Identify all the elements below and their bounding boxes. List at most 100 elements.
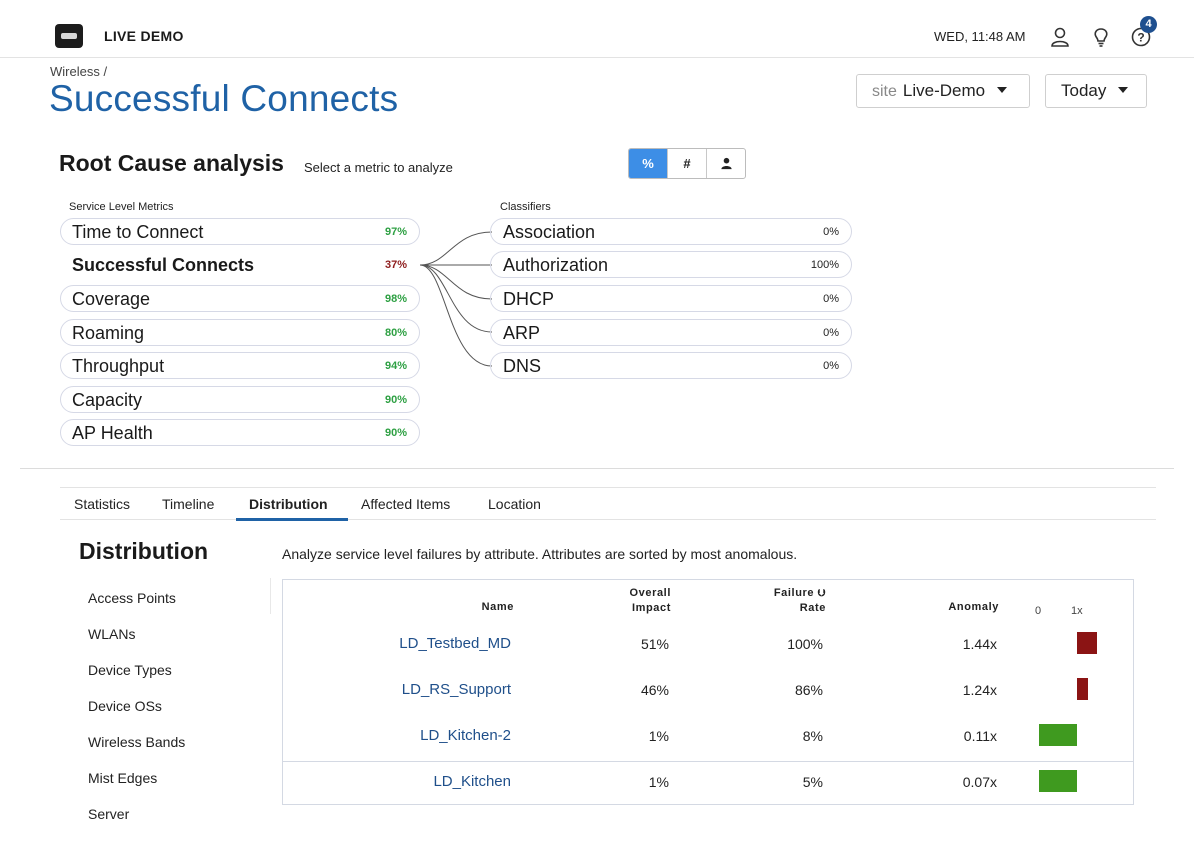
notification-badge[interactable]: 4	[1140, 16, 1157, 33]
root-cause-subtitle: Select a metric to analyze	[304, 160, 453, 175]
classifier-association[interactable]: Association 0%	[490, 218, 852, 245]
row-anomaly: 1.24x	[962, 682, 997, 698]
row-anomaly: 1.44x	[962, 636, 997, 652]
metric-capacity[interactable]: Capacity 90%	[60, 386, 420, 413]
metric-label: Roaming	[72, 323, 145, 343]
user-icon[interactable]	[1049, 26, 1071, 48]
detail-tabs: Statistics Timeline Distribution Affecte…	[60, 487, 1156, 521]
row-impact: 51%	[640, 636, 669, 652]
metric-unit-toggle: % #	[628, 148, 746, 179]
user-count-toggle[interactable]	[706, 149, 745, 178]
column-header-failure-line2: Rate	[799, 602, 826, 614]
anomaly-bar	[1077, 678, 1088, 700]
classifier-dns[interactable]: DNS 0%	[490, 352, 852, 379]
classifier-value: 0%	[823, 293, 839, 305]
top-bar: LIVE DEMO WED, 11:48 AM ? 4	[0, 0, 1194, 58]
classifier-dhcp[interactable]: DHCP 0%	[490, 285, 852, 312]
metric-value: 90%	[384, 394, 407, 406]
tab-timeline[interactable]: Timeline	[162, 496, 215, 512]
metric-successful-connects[interactable]: Successful Connects 37%	[60, 251, 420, 278]
date-range-dropdown[interactable]: Today	[1045, 74, 1147, 108]
sort-descending-icon: ⮋	[817, 588, 826, 599]
row-name-link[interactable]: LD_Kitchen-2	[420, 727, 511, 744]
user-icon	[720, 157, 732, 169]
active-tab-indicator	[236, 518, 348, 521]
attribute-mist-edges[interactable]: Mist Edges	[88, 770, 158, 786]
caret-down-icon	[1118, 86, 1129, 93]
column-header-impact-line1: Overall	[629, 587, 671, 599]
row-anomaly: 0.11x	[963, 728, 997, 744]
distribution-subtitle: Analyze service level failures by attrib…	[282, 546, 798, 562]
tab-location[interactable]: Location	[488, 496, 541, 512]
metric-ap-health[interactable]: AP Health 90%	[60, 419, 420, 446]
attribute-list-scroll-edge	[270, 578, 271, 614]
column-header-name[interactable]: Name	[481, 601, 514, 613]
anomaly-bar	[1039, 770, 1077, 792]
row-failure-rate: 8%	[802, 728, 823, 744]
distribution-table: Name Overall Impact Failure ⮋ Rate Anoma…	[282, 579, 1134, 805]
classifier-label: DNS	[503, 356, 542, 376]
classifier-authorization[interactable]: Authorization 100%	[490, 251, 852, 278]
metric-value: 97%	[384, 226, 407, 238]
row-impact: 1%	[648, 728, 669, 744]
org-name: LIVE DEMO	[104, 28, 184, 44]
attribute-device-oss[interactable]: Device OSs	[88, 698, 162, 714]
site-dropdown-prefix: site	[872, 83, 897, 100]
site-dropdown[interactable]: site Live-Demo	[856, 74, 1030, 108]
metric-value: 90%	[384, 427, 407, 439]
attribute-server[interactable]: Server	[88, 806, 130, 822]
metric-label: Time to Connect	[72, 222, 204, 242]
classifier-label: Authorization	[503, 255, 609, 275]
row-name-link[interactable]: LD_RS_Support	[401, 681, 511, 698]
anomaly-bar	[1077, 632, 1097, 654]
row-anomaly: 0.07x	[962, 774, 997, 790]
anomaly-scale-max: 1x	[1071, 605, 1083, 617]
classifier-arp[interactable]: ARP 0%	[490, 319, 852, 346]
metric-roaming[interactable]: Roaming 80%	[60, 319, 420, 346]
tab-distribution[interactable]: Distribution	[249, 496, 328, 512]
row-name-link[interactable]: LD_Kitchen	[433, 773, 511, 790]
metric-label: Coverage	[72, 289, 151, 309]
tab-statistics[interactable]: Statistics	[74, 496, 131, 512]
metric-label: Successful Connects	[72, 255, 255, 275]
attribute-wireless-bands[interactable]: Wireless Bands	[88, 734, 186, 750]
tab-affected-items[interactable]: Affected Items	[361, 496, 451, 512]
classifier-value: 0%	[823, 226, 839, 238]
count-toggle[interactable]: #	[667, 149, 706, 178]
attribute-wlans[interactable]: WLANs	[88, 626, 136, 642]
date-time: WED, 11:48 AM	[934, 29, 1026, 44]
classifier-label: DHCP	[503, 289, 555, 309]
metric-coverage[interactable]: Coverage 98%	[60, 285, 420, 312]
metric-label: Capacity	[72, 390, 143, 410]
column-header-failure-line1: Failure	[773, 587, 815, 599]
column-header-anomaly[interactable]: Anomaly	[948, 601, 999, 613]
row-failure-rate: 86%	[794, 682, 823, 698]
breadcrumb[interactable]: Wireless /	[50, 64, 108, 79]
date-range-value: Today	[1061, 81, 1107, 100]
anomaly-scale-min: 0	[1035, 605, 1042, 617]
column-header-impact-line2: Impact	[631, 602, 671, 614]
attribute-device-types[interactable]: Device Types	[88, 662, 172, 678]
row-failure-rate: 100%	[787, 636, 823, 652]
page-title: Successful Connects	[49, 78, 399, 119]
row-failure-rate: 5%	[802, 774, 823, 790]
row-name-link[interactable]: LD_Testbed_MD	[399, 635, 511, 652]
attribute-access-points[interactable]: Access Points	[88, 590, 176, 606]
metric-value: 80%	[384, 327, 407, 339]
classifier-label: ARP	[503, 323, 541, 343]
logo-icon[interactable]	[55, 24, 83, 48]
metric-label: AP Health	[72, 423, 153, 443]
metric-time-to-connect[interactable]: Time to Connect 97%	[60, 218, 420, 245]
classifier-value: 0%	[823, 360, 839, 372]
percent-toggle[interactable]: %	[629, 149, 667, 178]
column-header-impact[interactable]: Overall Impact	[629, 586, 671, 616]
section-divider	[20, 468, 1174, 469]
lightbulb-icon[interactable]	[1090, 26, 1112, 48]
classifier-connector-lines	[419, 231, 493, 367]
row-impact: 46%	[640, 682, 669, 698]
row-divider	[283, 761, 1133, 762]
metric-throughput[interactable]: Throughput 94%	[60, 352, 420, 379]
column-header-failure-rate[interactable]: Failure ⮋ Rate	[774, 586, 826, 616]
metric-label: Throughput	[72, 356, 165, 376]
site-dropdown-value: Live-Demo	[902, 81, 986, 100]
